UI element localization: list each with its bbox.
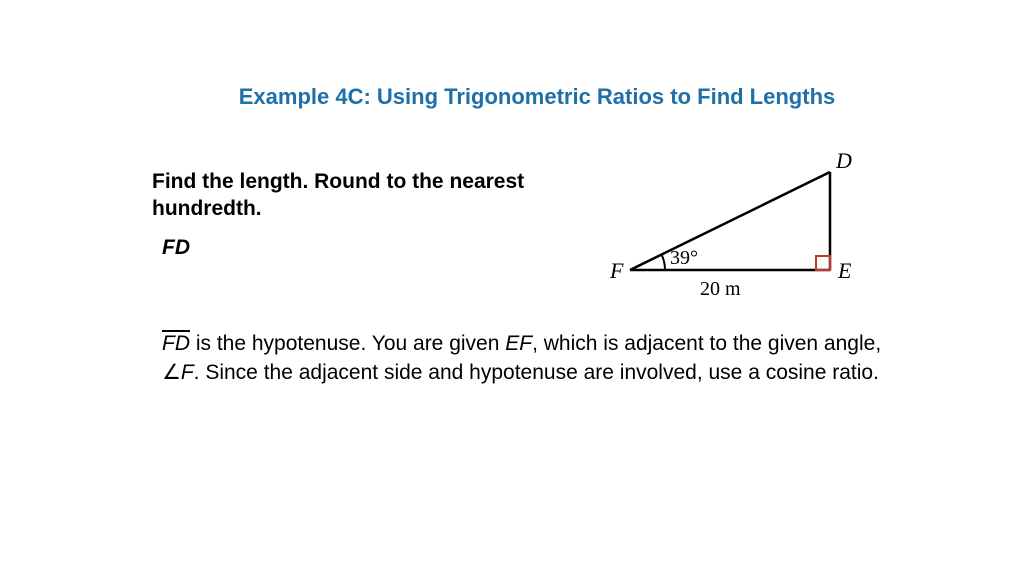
exp-part3: . Since the adjacent side and hypotenuse… [194,361,879,384]
vertex-d-label: D [835,150,852,173]
vertex-f-label: F [609,258,624,283]
triangle-diagram: D E F 39° 20 m [570,150,890,310]
page-title: Example 4C: Using Trigonometric Ratios t… [150,82,924,112]
problem-prompt: Find the length. Round to the nearest hu… [152,168,552,223]
angle-letter: F [181,361,194,384]
explanation-text: FD is the hypotenuse. You are given EF, … [162,330,884,388]
exp-part1: is the hypotenuse. You are given [190,332,505,355]
exp-part2: , which is adjacent to the given angle, [532,332,881,355]
triangle-shape [630,172,830,270]
segment-ef: EF [505,332,532,355]
segment-fd: FD [162,332,190,355]
angle-value: 39° [670,247,698,269]
segment-label: FD [162,236,190,260]
angle-symbol: ∠ [162,360,181,384]
angle-arc [662,255,666,271]
base-length: 20 m [700,278,741,300]
vertex-e-label: E [837,258,852,283]
right-angle-icon [816,256,830,270]
